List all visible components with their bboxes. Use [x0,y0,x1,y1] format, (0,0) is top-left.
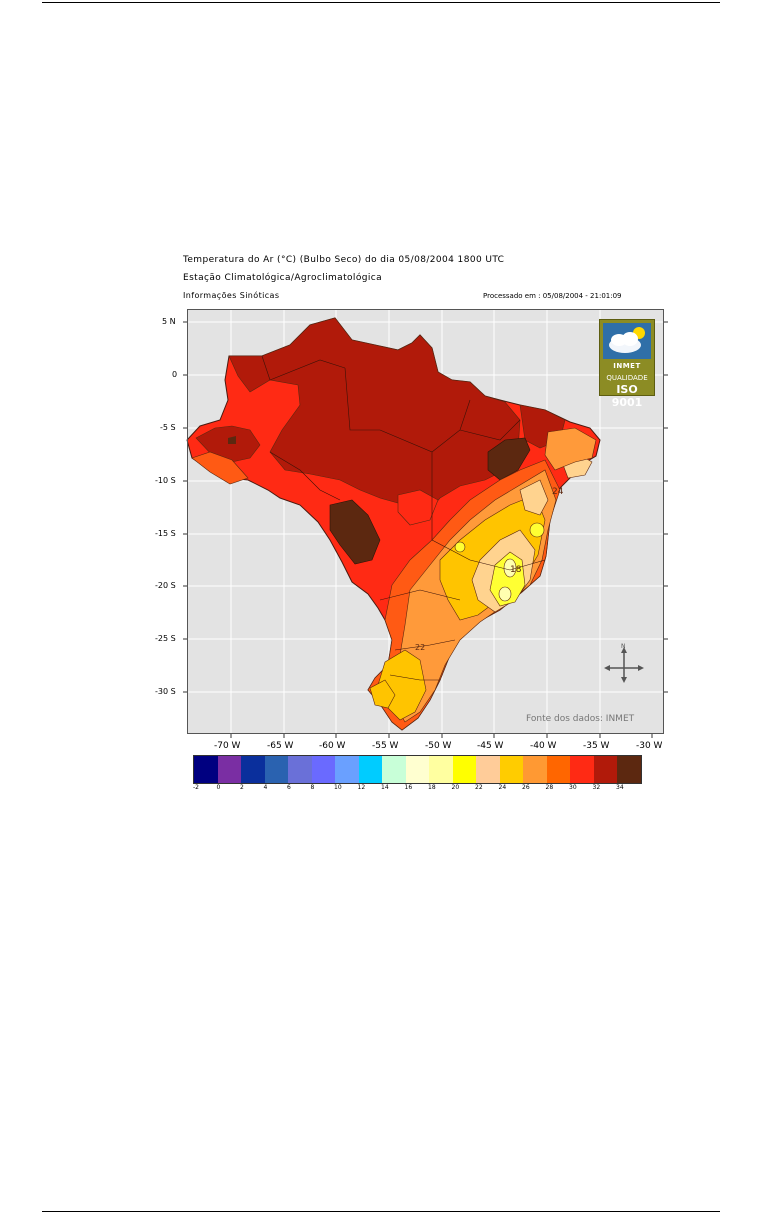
legend-label: 8 [310,784,315,791]
inmet-quality-badge: INMET QUALIDADE ISO 9001 [599,319,655,409]
border-line [389,674,440,681]
zone-20-east [529,522,545,538]
x-axis-label: -60 W [319,741,346,751]
legend-swatch [429,756,453,783]
y-axis-label: 0 [172,370,178,379]
legend-label: 14 [381,784,389,791]
border-line [269,451,341,501]
legend-label: -2 [193,784,199,791]
legend-swatch [499,756,523,783]
legend-label: 26 [522,784,530,791]
x-axis-label: -50 W [425,741,452,751]
color-legend [193,755,642,784]
y-axis-label: -20 S [155,581,176,590]
x-axis-label: -30 W [636,741,663,751]
border-line [379,589,461,601]
y-axis-label: -25 S [155,634,176,643]
legend-swatch [194,756,218,783]
badge-brand: INMET [613,362,641,370]
border-line [394,639,456,651]
legend-label: 30 [569,784,577,791]
legend-swatch [476,756,500,783]
zone-20-west [454,541,466,553]
legend-label: 0 [216,784,221,791]
map-title: Temperatura do Ar (°C) (Bulbo Seco) do d… [183,255,505,265]
legend-swatch [311,756,335,783]
legend-swatch [241,756,265,783]
compass-icon: N [604,643,644,683]
badge-quality: QUALIDADE [606,374,648,382]
border-line [344,367,433,540]
zone-24-south-tip [369,679,396,709]
badge-iso: ISO 9001 [611,383,643,409]
zone-26-ne [544,427,597,471]
state-borders [261,355,546,681]
legend-labels: -2 0 2 4 6 8 10 12 14 16 18 20 22 24 26 28 30 32 34 [185,784,655,794]
y-axis-label: -15 S [155,529,176,538]
legend-label: 24 [498,784,507,791]
zone-34-northeast [487,437,531,481]
legend-label: 22 [475,784,483,791]
legend-swatch [382,756,406,783]
contour-label: 22 [415,643,425,652]
legend-label: 4 [263,784,268,791]
contour-label: 18 [510,565,522,575]
legend-swatch [546,756,570,783]
legend-swatch [335,756,359,783]
cloud-sun-icon [609,327,645,353]
compass-north-label: N [621,643,626,650]
legend-label: 10 [334,784,342,791]
processed-timestamp: Processado em : 05/08/2004 - 21:01:09 [483,292,622,300]
legend-swatch [288,756,312,783]
bottom-rule [42,1211,720,1212]
zone-34-mato-grosso [329,499,381,565]
legend-swatch [405,756,429,783]
legend-label: 12 [357,784,366,791]
legend-swatch [217,756,241,783]
border-line [261,355,346,381]
legend-swatch [523,756,547,783]
weather-cloud-icon [603,323,651,359]
legend-label: 18 [428,784,436,791]
legend-label: 28 [545,784,554,791]
x-axis-label: -65 W [267,741,294,751]
y-axis-label: -5 S [160,423,176,432]
legend-swatch [617,756,641,783]
x-axis-label: -40 W [530,741,557,751]
legend-label: 32 [592,784,601,791]
zone-30-pocket [397,489,439,526]
top-rule [42,2,720,3]
y-axis-label: -10 S [155,476,176,485]
x-axis-label: -55 W [372,741,399,751]
zone-22-east [519,479,549,516]
zone-20 [489,551,526,607]
y-axis-label: -30 S [155,687,176,696]
data-source: Fonte dos dados: INMET [526,714,635,724]
zone-34-west [228,436,236,444]
legend-swatch [358,756,382,783]
zone-18-b [498,586,512,602]
legend-swatch [570,756,594,783]
contour-label: 24 [552,487,564,497]
legend-swatch [452,756,476,783]
map-info: Informações Sinóticas [183,291,280,300]
legend-label: 16 [404,784,413,791]
legend-label: 20 [451,784,460,791]
y-axis-label: 5 N [162,317,176,326]
legend-label: 2 [240,784,244,791]
zone-28-west [191,451,249,485]
axis-ticks [183,321,668,738]
legend-label: 6 [287,784,291,791]
legend-swatch [264,756,288,783]
border-line [459,419,521,441]
legend-swatch [593,756,617,783]
x-axis-label: -35 W [583,741,610,751]
x-axis-label: -45 W [477,741,504,751]
x-axis-label: -70 W [214,741,241,751]
legend-label: 34 [616,784,624,791]
border-line [431,539,546,571]
map-subtitle: Estação Climatológica/Agroclimatológica [183,273,382,283]
